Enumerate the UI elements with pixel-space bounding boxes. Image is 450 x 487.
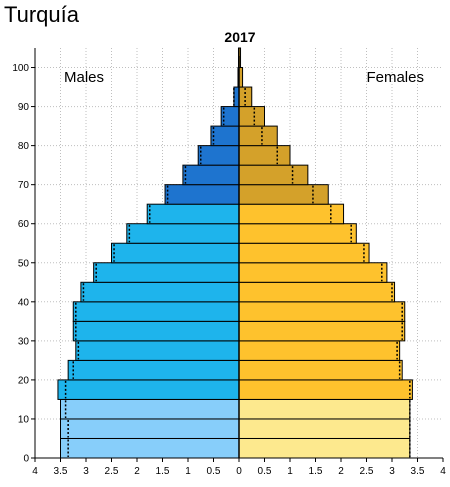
bar-male	[72, 301, 240, 322]
bar-female	[238, 359, 403, 381]
bar-male	[60, 437, 240, 459]
bar-male	[210, 125, 240, 147]
bar-female	[238, 418, 411, 439]
females-label: Females	[366, 69, 424, 86]
x-tick-label: 3	[83, 466, 89, 477]
x-tick-label: 1	[287, 466, 293, 477]
x-tick-label: 3.5	[54, 466, 68, 477]
y-tick-label: 90	[18, 102, 30, 113]
bar-female	[238, 262, 388, 283]
bar-male	[67, 359, 240, 381]
x-tick-label: 2.5	[360, 466, 374, 477]
y-tick-label: 60	[18, 219, 30, 230]
bar-female	[238, 184, 329, 205]
x-tick-label: 2	[134, 466, 140, 477]
bar-female	[238, 125, 278, 147]
bar-male	[146, 203, 240, 225]
x-tick-label: 4	[440, 466, 446, 477]
bar-female	[238, 106, 265, 127]
males-label: Males	[64, 69, 104, 86]
x-tick-label: 0.5	[207, 466, 221, 477]
x-tick-label: 4	[32, 466, 38, 477]
y-tick-label: 50	[18, 258, 30, 269]
chart-title: 2017	[224, 29, 255, 45]
bar-male	[60, 398, 240, 420]
x-tick-label: 1	[185, 466, 191, 477]
bar-male	[80, 281, 240, 303]
bar-female	[238, 398, 411, 420]
axes: 0 10 20 30 40 50 60 70 80 90 100 4 3.5 3 2.5 2 1.5 1 0.5 0 0…	[12, 48, 446, 477]
bar-male	[233, 86, 240, 108]
y-tick-label: 30	[18, 336, 30, 347]
bar-female	[238, 203, 345, 225]
bar-male	[60, 418, 240, 439]
bar-male	[197, 145, 240, 166]
x-tick-label: 0	[236, 466, 242, 477]
bar-female	[238, 340, 401, 361]
x-tick-label: 1.5	[309, 466, 323, 477]
x-tick-label: 0.5	[258, 466, 272, 477]
bar-male	[164, 184, 240, 205]
bar-female	[238, 223, 357, 244]
bar-male	[57, 379, 240, 400]
bar-female	[238, 379, 413, 400]
y-tick-label: 80	[18, 141, 30, 152]
bar-male	[111, 242, 240, 264]
x-tick-label: 3.5	[411, 466, 425, 477]
y-tick-label: 70	[18, 180, 30, 191]
y-tick-label: 20	[18, 375, 30, 386]
y-tick-label: 40	[18, 297, 30, 308]
y-tick-label: 100	[12, 63, 29, 74]
bar-male	[126, 223, 240, 244]
x-tick-label: 2	[338, 466, 344, 477]
bar-male	[72, 320, 240, 342]
bar-female	[238, 320, 406, 342]
bar-male	[75, 340, 240, 361]
bar-male	[182, 164, 240, 186]
y-tick-label: 0	[23, 454, 29, 465]
bar-female	[238, 301, 406, 322]
page-title: Turquía	[4, 2, 80, 27]
bar-female	[238, 281, 396, 303]
bar-male	[93, 262, 240, 283]
bar-female	[238, 164, 309, 186]
bars	[57, 47, 413, 459]
bar-female	[238, 242, 370, 264]
x-tick-label: 1.5	[156, 466, 170, 477]
reference-markers	[64, 88, 411, 457]
x-tick-label: 2.5	[105, 466, 119, 477]
bar-female	[238, 437, 411, 459]
y-tick-label: 10	[18, 414, 30, 425]
x-tick-label: 3	[389, 466, 395, 477]
bar-female	[238, 145, 291, 166]
